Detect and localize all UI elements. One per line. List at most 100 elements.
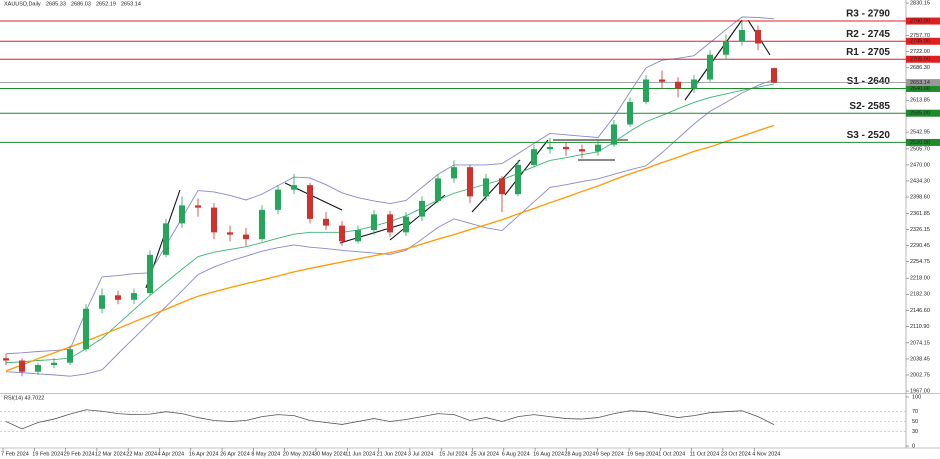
y-tick-label: 2361.85 [910, 211, 930, 217]
y-tick-label: 2290.45 [910, 243, 930, 249]
level-box [906, 37, 940, 45]
level-label: S2- 2585 [849, 101, 890, 112]
y-tick-label: 2146.60 [910, 308, 930, 314]
x-tick-label: 21 Jun 2024 [377, 451, 407, 457]
candle-body [403, 216, 409, 233]
candle-body [371, 214, 377, 231]
current-price-box [906, 79, 940, 87]
candle-body [83, 308, 89, 350]
candle-body [211, 207, 217, 233]
candle-body [675, 81, 681, 89]
y-tick-label: 2613.85 [910, 98, 930, 104]
candle-body [3, 358, 9, 361]
level-box-label: 2640.00 [910, 86, 930, 92]
level-label: S3 - 2520 [847, 130, 891, 141]
candle-body [771, 68, 777, 83]
candle-body [179, 205, 185, 224]
level-box [906, 55, 940, 63]
indicator-line [5, 16, 775, 355]
y-tick-label: 2505.70 [910, 146, 930, 152]
x-tick-label: 16 Apr 2024 [189, 451, 219, 457]
candle-body [611, 124, 617, 145]
level-box [906, 109, 940, 117]
x-tick-label: 16 Aug 2024 [533, 451, 564, 457]
candle-body [515, 164, 521, 195]
indicator-line [5, 79, 775, 377]
x-tick-label: 28 Aug 2024 [564, 451, 595, 457]
candle-body [723, 41, 729, 55]
x-tick-label: 9 Sep 2024 [596, 451, 624, 457]
rsi-tick-label: 0 [912, 443, 915, 449]
y-tick-label: 2686.30 [910, 65, 930, 71]
candle-body [307, 185, 313, 219]
candle-body [195, 205, 201, 208]
candle-body [451, 167, 457, 179]
candle-body [51, 362, 57, 365]
level-box [906, 84, 940, 92]
header-value: 2652.19 [96, 1, 116, 7]
candle-body [163, 223, 169, 255]
level-label: R1 - 2705 [846, 47, 890, 58]
candle-body [339, 225, 345, 242]
level-box-label: 2745.00 [910, 39, 930, 45]
x-tick-label: 12 Mar 2024 [95, 451, 126, 457]
y-tick-label: 2434.30 [910, 178, 930, 184]
x-tick-label: 4 Nov 2024 [752, 451, 780, 457]
y-tick-label: 2470.00 [910, 162, 930, 168]
candle-body [499, 178, 505, 195]
rsi-tick-label: 100 [912, 394, 921, 400]
candle-body [323, 218, 329, 226]
x-tick-label: 11 Jun 2024 [345, 451, 375, 457]
candle-body [563, 146, 569, 150]
candle-body [291, 185, 297, 190]
candle-body [387, 214, 393, 233]
level-box-label: 2790.00 [910, 18, 930, 24]
candle-body [243, 234, 249, 240]
x-tick-label: 19 Sep 2024 [627, 451, 658, 457]
x-tick-label: 4 Apr 2024 [158, 451, 185, 457]
x-tick-label: 26 Apr 2024 [220, 451, 250, 457]
candle-body [755, 30, 761, 44]
level-label: R2 - 2745 [846, 29, 890, 40]
x-tick-label: 30 May 2024 [314, 451, 346, 457]
level-box-label: 2705.00 [910, 57, 930, 63]
candle-body [419, 200, 425, 217]
x-tick-label: 3 Jul 2024 [408, 451, 433, 457]
candle-body [435, 178, 441, 201]
y-tick-label: 2110.90 [910, 324, 929, 330]
candle-body [659, 79, 665, 82]
x-tick-label: 11 Oct 2024 [690, 451, 720, 457]
candle-body [467, 167, 473, 197]
y-tick-label: 2254.75 [910, 259, 930, 265]
candle-body [115, 295, 121, 300]
x-tick-label: 23 Oct 2024 [721, 451, 751, 457]
candle-body [227, 232, 233, 235]
y-tick-label: 2542.95 [910, 130, 930, 136]
header-value: 2653.14 [121, 1, 141, 7]
candle-body [483, 178, 489, 197]
x-tick-label: 8 May 2024 [251, 451, 280, 457]
candle-body [707, 54, 713, 80]
chart-title: XAUUSD,Daily [4, 1, 41, 7]
rsi-line [5, 409, 775, 430]
y-tick-label: 2757.70 [910, 33, 930, 39]
rsi-tick-label: 30 [912, 429, 918, 435]
trend-line [389, 194, 446, 241]
candle-body [627, 101, 633, 125]
candle-body [147, 254, 153, 294]
y-tick-label: 2002.75 [910, 372, 930, 378]
candle-body [547, 146, 553, 150]
y-tick-label: 2218.00 [910, 276, 930, 282]
candle-body [259, 209, 265, 240]
candle-body [739, 30, 745, 42]
candle-body [691, 79, 697, 89]
candle-body [131, 293, 137, 300]
x-tick-label: 29 Feb 2024 [64, 451, 95, 457]
x-tick-label: 19 Feb 2024 [32, 451, 63, 457]
level-label: R3 - 2790 [846, 9, 890, 20]
y-tick-label: 2038.45 [910, 356, 930, 362]
y-tick-label: 2074.15 [910, 340, 930, 346]
candle-body [99, 295, 105, 309]
header-value: 2685.33 [46, 1, 66, 7]
